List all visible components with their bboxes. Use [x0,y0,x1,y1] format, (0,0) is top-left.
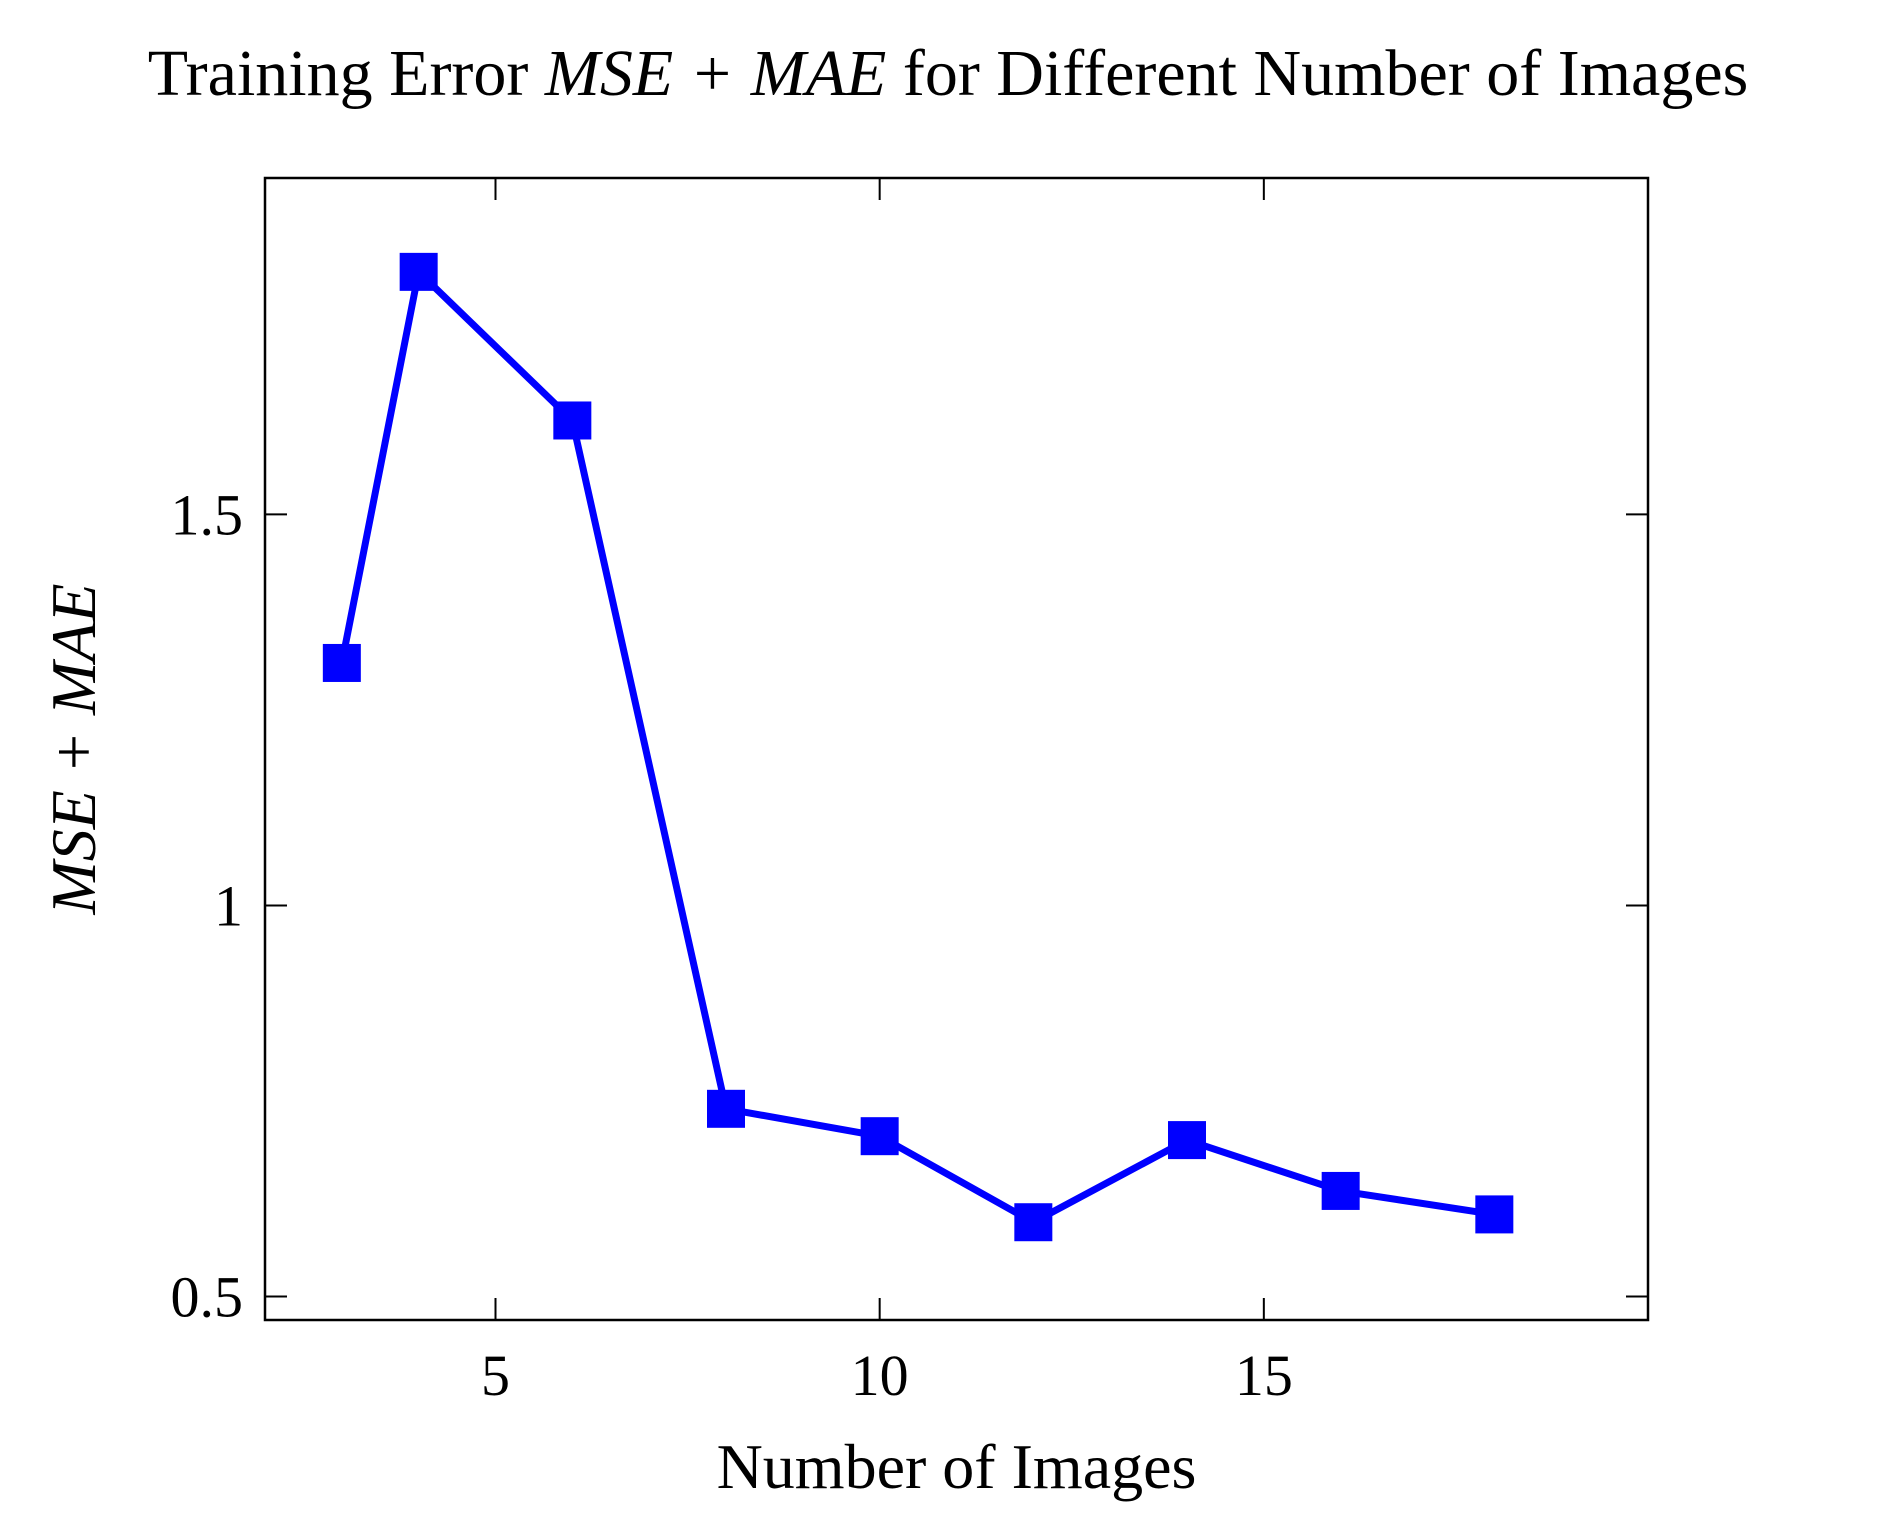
y-axis-label: MSE + MAE [38,583,109,915]
data-point-marker [553,401,592,440]
y-tick-label: 0.5 [171,1265,244,1330]
x-tick-label: 5 [481,1343,510,1408]
data-point-marker [1321,1171,1360,1210]
data-point-marker [1014,1203,1053,1242]
data-point-marker [860,1117,899,1156]
y-axis-ticks: 0.5 1 1.5 [171,482,1648,1330]
data-point-marker [1475,1195,1514,1234]
x-tick-label: 10 [851,1343,909,1408]
x-tick-label: 15 [1235,1343,1293,1408]
data-point-marker [322,643,361,682]
chart-title-prefix: Training Error [148,37,545,110]
chart-title-math: MSE + MAE [544,37,886,110]
y-tick-label: 1.5 [171,482,244,547]
y-tick-label: 1 [214,873,243,938]
x-axis-ticks: 5 10 15 [481,178,1293,1408]
data-point-marker [399,252,438,291]
data-point-marker [707,1089,745,1128]
series-line [338,268,1495,1226]
data-point-marker [1168,1121,1206,1160]
x-axis-label: Number of Images [717,1431,1197,1502]
chart-title-suffix: for Different Number of Images [886,37,1748,110]
plot-area-frame [263,176,1650,1322]
chart-title: Training Error MSE + MAE for Different N… [148,37,1749,110]
series-markers [322,252,1514,1242]
